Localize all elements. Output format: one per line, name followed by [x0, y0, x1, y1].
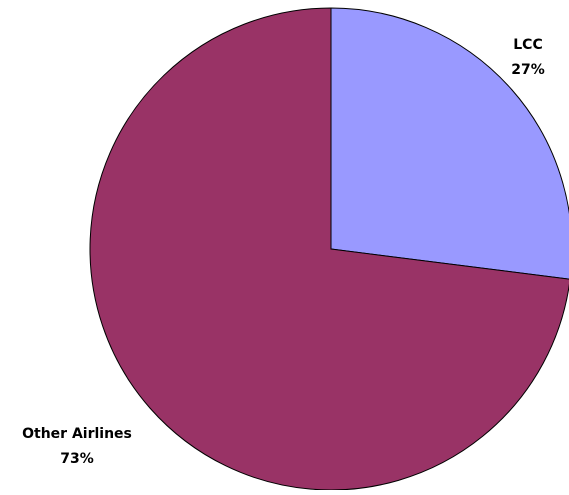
slice-value-lcc: 27% — [511, 62, 545, 78]
label-other-airlines: Other Airlines 73% — [22, 426, 132, 467]
pie-slice-other-airlines — [89, 7, 569, 491]
slice-value-other-airlines: 73% — [60, 451, 94, 467]
label-lcc: LCC 27% — [511, 37, 545, 78]
pie-slice-lcc — [330, 7, 569, 280]
slice-label-lcc: LCC — [513, 37, 542, 53]
pie-slices — [89, 7, 569, 491]
slice-label-other-airlines: Other Airlines — [22, 426, 132, 442]
